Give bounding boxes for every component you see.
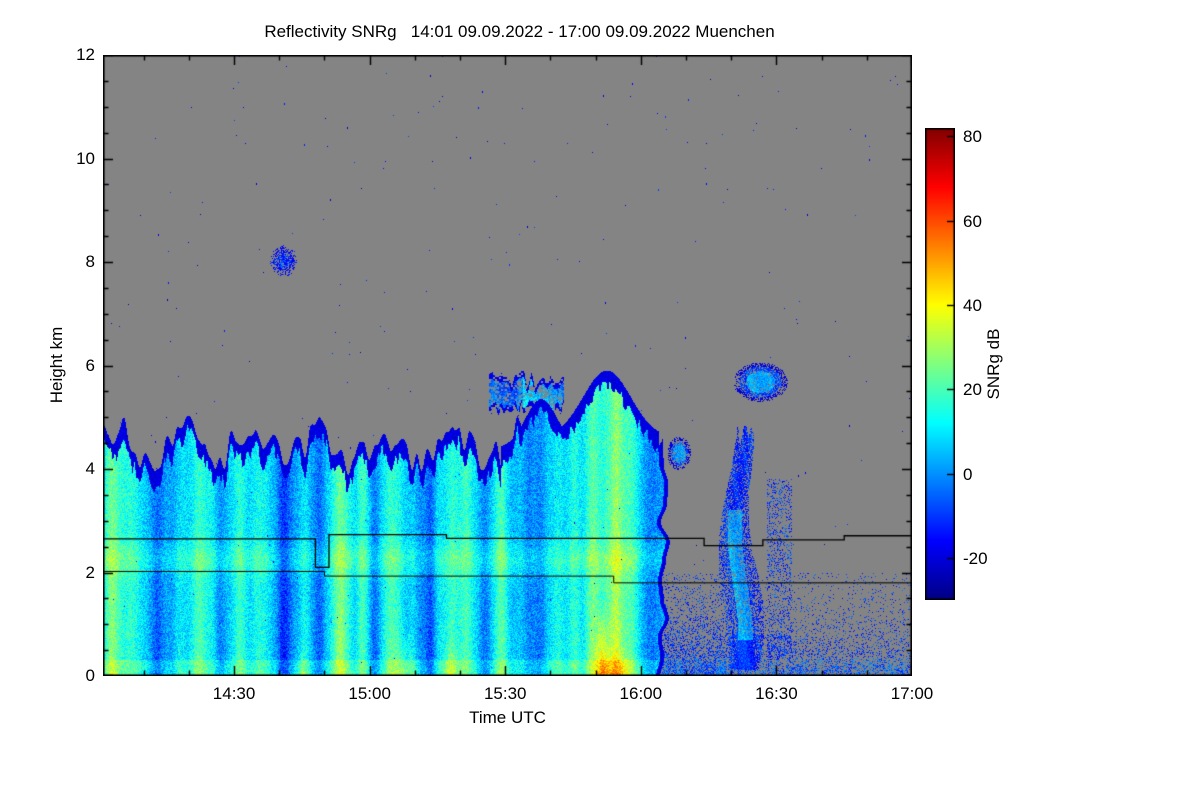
- colorbar-canvas: [925, 128, 955, 600]
- x-tick-label: 14:30: [212, 684, 256, 703]
- colorbar-tick-label: -20: [963, 548, 988, 568]
- y-tick-label: 8: [85, 252, 95, 271]
- y-tick-label: 6: [85, 355, 95, 375]
- colorbar-tick-label: 60: [963, 211, 982, 231]
- colorbar-tick-label: 0: [963, 464, 973, 484]
- x-tick-label: 16:30: [755, 684, 798, 703]
- x-tick-label: 15:30: [483, 684, 527, 703]
- colorbar-tick-label: 80: [963, 126, 982, 146]
- y-tick-label: 2: [85, 562, 95, 582]
- chart-title: Reflectivity SNRg 14:01 09.09.2022 - 17:…: [264, 22, 775, 41]
- x-tick-label: 17:00: [890, 684, 934, 703]
- x-axis-label: Time UTC: [469, 708, 546, 727]
- colorbar-tick-label: 40: [963, 295, 982, 315]
- colorbar-tick-label: 20: [963, 379, 982, 399]
- y-tick-label: 12: [76, 45, 95, 64]
- x-tick-label: 15:00: [348, 684, 391, 703]
- y-tick-label: 10: [76, 148, 95, 168]
- y-tick-label: 0: [85, 666, 95, 685]
- y-tick-label: 4: [85, 459, 95, 478]
- colorbar-label: SNRg dB: [984, 328, 1003, 400]
- heatmap-canvas: [103, 55, 912, 676]
- x-tick-label: 16:00: [619, 684, 663, 703]
